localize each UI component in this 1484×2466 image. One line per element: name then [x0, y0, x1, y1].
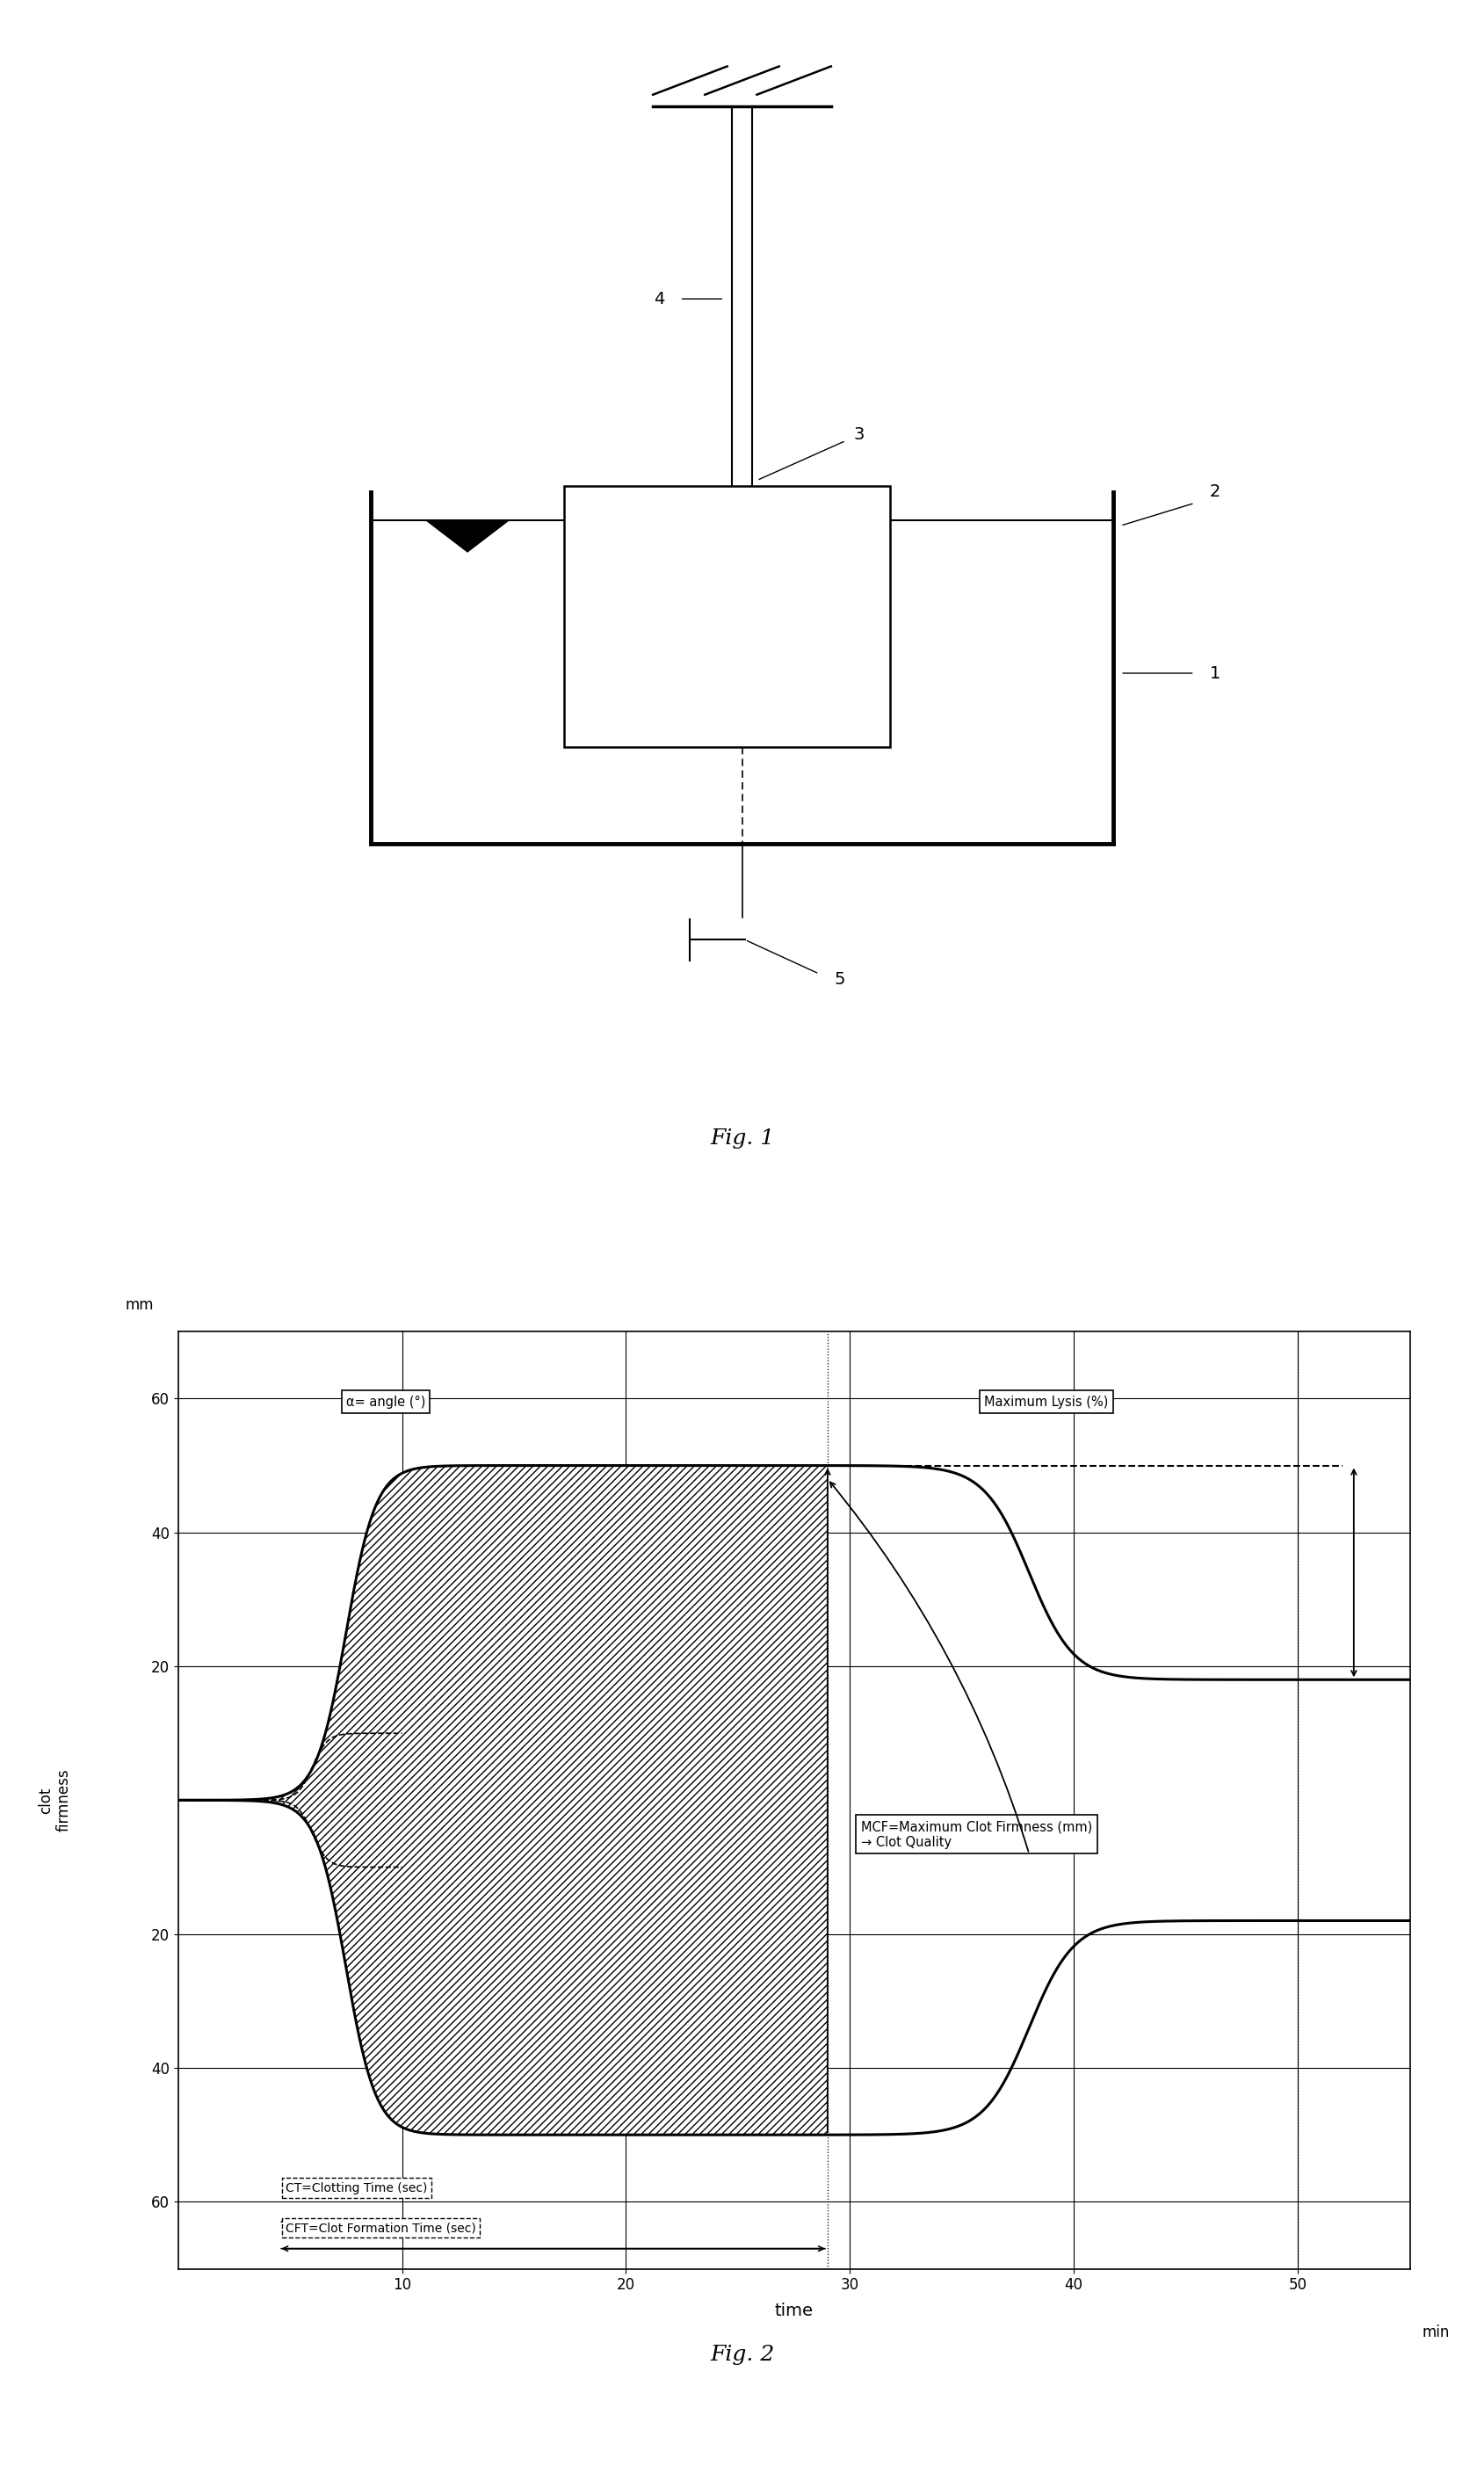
Text: Fig. 2: Fig. 2 [709, 2345, 775, 2365]
Text: 4: 4 [654, 291, 665, 308]
Text: clot
firmness: clot firmness [39, 1768, 71, 1832]
Text: MCF=Maximum Clot Firmness (mm)
→ Clot Quality: MCF=Maximum Clot Firmness (mm) → Clot Qu… [861, 1820, 1092, 1850]
Text: α= angle (°): α= angle (°) [346, 1396, 426, 1408]
Bar [564, 486, 890, 747]
Text: min: min [1422, 2325, 1450, 2340]
Text: CT=Clotting Time (sec): CT=Clotting Time (sec) [285, 2182, 427, 2195]
Text: 2: 2 [1209, 483, 1220, 501]
Polygon shape [426, 520, 509, 552]
Text: CFT=Clot Formation Time (sec): CFT=Clot Formation Time (sec) [285, 2222, 476, 2234]
Text: mm: mm [125, 1297, 153, 1312]
Text: Fig. 1: Fig. 1 [709, 1129, 775, 1149]
Text: 5: 5 [834, 972, 844, 989]
Text: 1: 1 [1209, 666, 1220, 681]
Text: Maximum Lysis (%): Maximum Lysis (%) [984, 1396, 1109, 1408]
Text: 3: 3 [853, 427, 864, 444]
X-axis label: time: time [775, 2303, 813, 2321]
